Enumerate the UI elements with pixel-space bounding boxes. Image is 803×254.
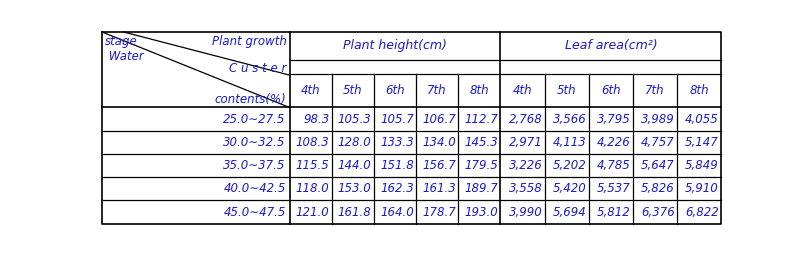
Text: 112.7: 112.7 xyxy=(464,113,497,126)
Text: 134.0: 134.0 xyxy=(422,136,455,149)
Text: 105.7: 105.7 xyxy=(380,113,414,126)
Text: 6,822: 6,822 xyxy=(684,206,718,219)
Text: 145.3: 145.3 xyxy=(464,136,497,149)
Text: 3,990: 3,990 xyxy=(507,206,541,219)
Text: 98.3: 98.3 xyxy=(303,113,329,126)
Text: 178.7: 178.7 xyxy=(422,206,455,219)
Text: 5,420: 5,420 xyxy=(552,182,585,195)
Text: contents(%): contents(%) xyxy=(214,93,286,106)
Text: 153.0: 153.0 xyxy=(337,182,371,195)
Text: 6,376: 6,376 xyxy=(640,206,674,219)
Text: 164.0: 164.0 xyxy=(380,206,414,219)
Text: 2,768: 2,768 xyxy=(507,113,541,126)
Text: Plant growth: Plant growth xyxy=(211,35,286,48)
Text: 115.5: 115.5 xyxy=(296,159,329,172)
Text: 4,055: 4,055 xyxy=(684,113,718,126)
Text: 35.0∼37.5: 35.0∼37.5 xyxy=(223,159,285,172)
Text: 4,226: 4,226 xyxy=(596,136,630,149)
Text: 5,826: 5,826 xyxy=(640,182,674,195)
Text: 25.0∼27.5: 25.0∼27.5 xyxy=(223,113,285,126)
Text: 5,147: 5,147 xyxy=(684,136,718,149)
Text: 6th: 6th xyxy=(601,84,620,97)
Text: 7th: 7th xyxy=(644,84,664,97)
Text: 108.3: 108.3 xyxy=(296,136,329,149)
Text: 5th: 5th xyxy=(343,84,362,97)
Text: 5,849: 5,849 xyxy=(684,159,718,172)
Text: 5,812: 5,812 xyxy=(596,206,630,219)
Text: 5,910: 5,910 xyxy=(684,182,718,195)
Text: 7th: 7th xyxy=(427,84,446,97)
Text: 5th: 5th xyxy=(556,84,576,97)
Text: Plant height(cm): Plant height(cm) xyxy=(343,39,446,52)
Text: 144.0: 144.0 xyxy=(337,159,371,172)
Text: 5,202: 5,202 xyxy=(552,159,585,172)
Text: 5,647: 5,647 xyxy=(640,159,674,172)
Text: 3,558: 3,558 xyxy=(507,182,541,195)
Text: 179.5: 179.5 xyxy=(464,159,497,172)
Text: 4th: 4th xyxy=(512,84,532,97)
Text: 3,226: 3,226 xyxy=(507,159,541,172)
Text: 106.7: 106.7 xyxy=(422,113,455,126)
Text: 3,795: 3,795 xyxy=(596,113,630,126)
Text: 4,113: 4,113 xyxy=(552,136,585,149)
Text: 40.0∼42.5: 40.0∼42.5 xyxy=(223,182,285,195)
Text: 151.8: 151.8 xyxy=(380,159,414,172)
Text: 8th: 8th xyxy=(688,84,708,97)
Text: 8th: 8th xyxy=(469,84,488,97)
Text: stage
 Water: stage Water xyxy=(105,35,144,63)
Text: 5,537: 5,537 xyxy=(596,182,630,195)
Text: 128.0: 128.0 xyxy=(337,136,371,149)
Text: 3,566: 3,566 xyxy=(552,113,585,126)
Text: 2,971: 2,971 xyxy=(507,136,541,149)
Text: 118.0: 118.0 xyxy=(296,182,329,195)
Text: C u s t e r: C u s t e r xyxy=(229,62,286,75)
Text: 161.3: 161.3 xyxy=(422,182,455,195)
Text: 3,989: 3,989 xyxy=(640,113,674,126)
Text: 161.8: 161.8 xyxy=(337,206,371,219)
Text: 6th: 6th xyxy=(385,84,404,97)
Text: 133.3: 133.3 xyxy=(380,136,414,149)
Text: 5,694: 5,694 xyxy=(552,206,585,219)
Text: 4,757: 4,757 xyxy=(640,136,674,149)
Text: 156.7: 156.7 xyxy=(422,159,455,172)
Text: Leaf area(cm²): Leaf area(cm²) xyxy=(564,39,656,52)
Text: 121.0: 121.0 xyxy=(296,206,329,219)
Text: 4,785: 4,785 xyxy=(596,159,630,172)
Text: 4th: 4th xyxy=(300,84,320,97)
Text: 162.3: 162.3 xyxy=(380,182,414,195)
Text: 45.0∼47.5: 45.0∼47.5 xyxy=(223,206,285,219)
Text: 193.0: 193.0 xyxy=(464,206,497,219)
Text: 189.7: 189.7 xyxy=(464,182,497,195)
Text: 30.0∼32.5: 30.0∼32.5 xyxy=(223,136,285,149)
Text: 105.3: 105.3 xyxy=(337,113,371,126)
